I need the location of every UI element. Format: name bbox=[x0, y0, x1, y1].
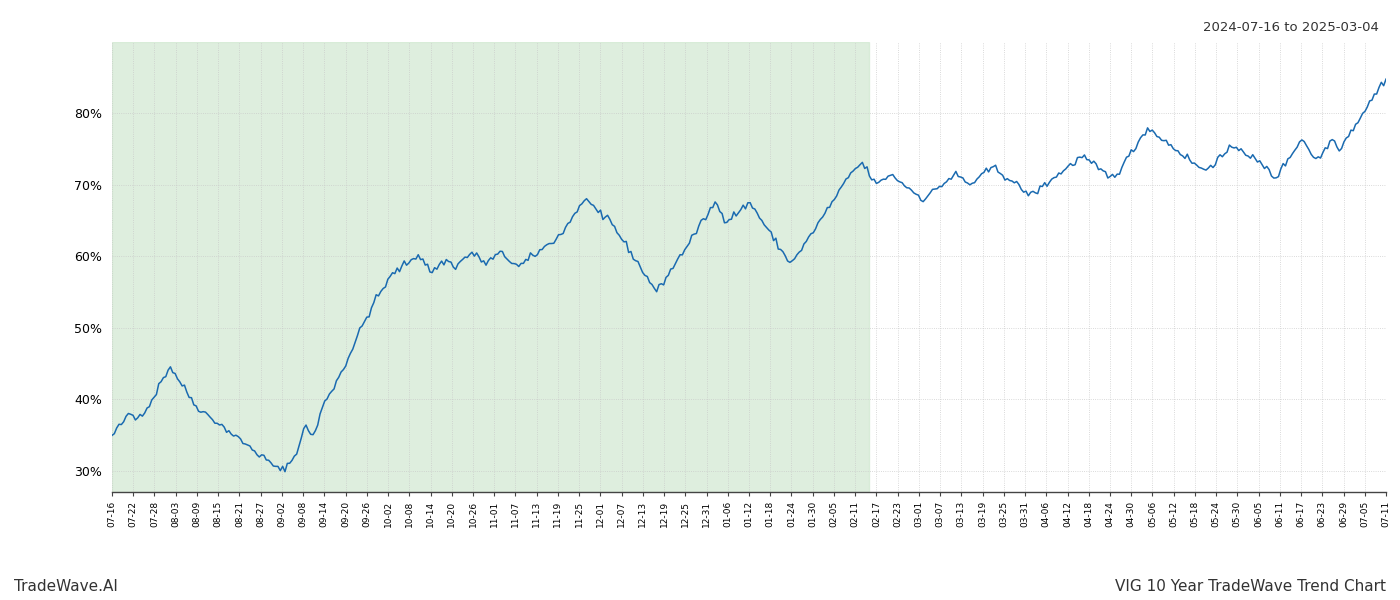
Text: VIG 10 Year TradeWave Trend Chart: VIG 10 Year TradeWave Trend Chart bbox=[1114, 579, 1386, 594]
Bar bbox=[112, 42, 869, 492]
Text: 2024-07-16 to 2025-03-04: 2024-07-16 to 2025-03-04 bbox=[1203, 21, 1379, 34]
Text: TradeWave.AI: TradeWave.AI bbox=[14, 579, 118, 594]
